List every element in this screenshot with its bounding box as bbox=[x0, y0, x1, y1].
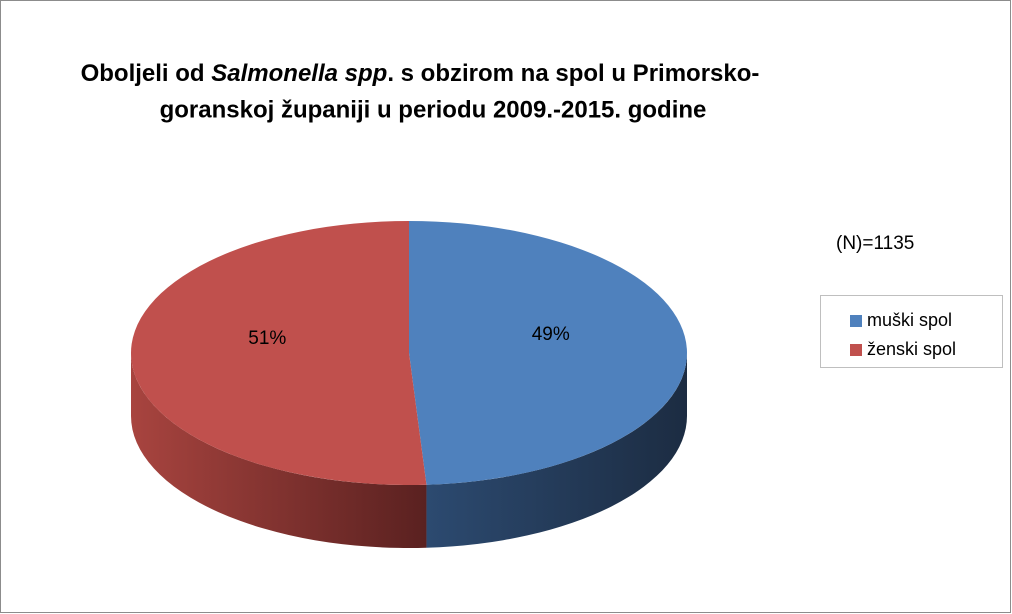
slice-side bbox=[426, 353, 687, 548]
data-label: 51% bbox=[248, 328, 286, 349]
legend-label: muški spol bbox=[867, 310, 952, 330]
chart-title: Oboljeli od Salmonella spp. s obzirom na… bbox=[81, 60, 760, 87]
slice-side bbox=[131, 353, 427, 548]
annotation: (N)=1135 bbox=[836, 233, 914, 254]
legend-swatch bbox=[850, 315, 862, 327]
slice bbox=[409, 221, 688, 485]
legend-swatch bbox=[850, 344, 862, 356]
legend: muški spol ženski spol bbox=[850, 310, 956, 359]
title-part: . s obzirom na spol u Primorsko- bbox=[387, 60, 759, 87]
title-part: Salmonella spp bbox=[211, 60, 387, 87]
pie: 49% 51% bbox=[131, 221, 688, 548]
data-label: 49% bbox=[532, 324, 570, 345]
chart-title: goranskoj županiji u periodu 2009.-2015.… bbox=[160, 96, 707, 123]
title-part: Oboljeli od bbox=[81, 60, 205, 87]
legend-label: ženski spol bbox=[867, 339, 956, 359]
slice bbox=[131, 221, 427, 485]
